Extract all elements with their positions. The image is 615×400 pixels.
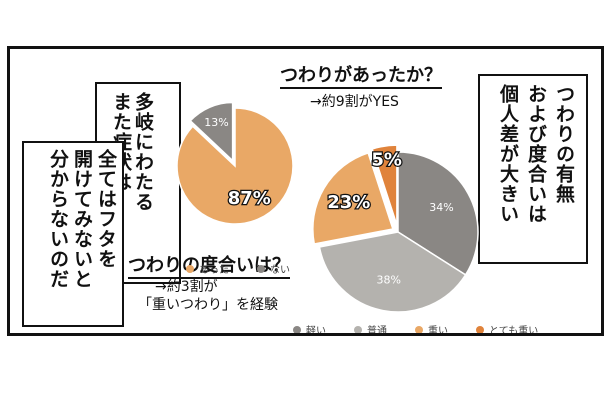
left-caption-line-4: 開けてみないと: [71, 149, 93, 289]
right-caption-line-3: 個人差が大きい: [497, 84, 519, 224]
pie-label-normal: 38%: [376, 274, 400, 287]
left-caption-box-bottom: 全てはフタを 開けてみないと 分からないのだ: [22, 141, 124, 327]
pie-chart-had-morning-sickness: 87% 13%: [176, 101, 294, 225]
chart2-heading-text: つわりの度合いは？: [128, 255, 290, 279]
pie-slice-had: [176, 107, 294, 225]
legend-swatch-normal: [354, 325, 362, 333]
pie-label-very-heavy: 5%: [371, 149, 402, 170]
legend-swatch-none: [257, 264, 265, 273]
legend-label-had: あった: [199, 265, 229, 276]
legend-label-none: ない: [270, 265, 290, 276]
chart2-note-1: →約3割が: [155, 279, 218, 295]
left-caption-line-3: 全てはフタを: [95, 149, 117, 269]
legend-label-light: 軽い: [306, 326, 326, 336]
right-caption-line-2: および度合いは: [525, 84, 547, 224]
chart1-note: →約9割がYES: [310, 94, 399, 110]
chart2-heading: つわりの度合いは？: [128, 251, 290, 279]
pie-slice-very-heavy: [371, 144, 398, 226]
legend-item: 重い: [415, 322, 448, 336]
right-caption-box: つわりの有無 および度合いは 個人差が大きい: [478, 74, 588, 264]
pie-slice-normal: [318, 231, 467, 313]
legend-item: ない: [257, 261, 290, 276]
chart2-legend: 軽い 普通 重い とても重い: [293, 322, 566, 336]
chart1-heading: つわりがあったか？: [280, 61, 442, 89]
left-caption-line-2: 多岐にわたる: [132, 92, 154, 212]
legend-item: 軽い: [293, 322, 326, 336]
legend-label-very-heavy: とても重い: [489, 326, 539, 336]
legend-swatch-very-heavy: [476, 325, 484, 333]
legend-label-heavy: 重い: [428, 326, 448, 336]
legend-item: 普通: [354, 322, 387, 336]
legend-swatch-heavy: [415, 325, 423, 333]
pie-chart-severity: 34% 38% 23% 5%: [312, 144, 479, 313]
chart1-legend: あった ない: [186, 261, 318, 276]
chart2-note-2: 「重いつわり」を経験: [138, 297, 278, 313]
left-caption-line-5: 分からないのだ: [47, 149, 69, 289]
pie-slice-heavy: [312, 151, 394, 245]
legend-label-normal: 普通: [367, 326, 387, 336]
legend-swatch-had: [186, 264, 194, 273]
legend-swatch-light: [293, 325, 301, 333]
chart1-heading-text: つわりがあったか？: [280, 65, 442, 89]
pie-slice-none: [189, 101, 234, 163]
pie-label-had: 87%: [228, 188, 271, 209]
legend-item: とても重い: [476, 322, 539, 336]
right-caption-line-1: つわりの有無: [553, 84, 575, 204]
pie-label-none: 13%: [204, 116, 228, 129]
pie-label-light: 34%: [429, 201, 453, 214]
legend-item: あった: [186, 261, 229, 276]
comic-panel: また症状は 多岐にわたる 全てはフタを 開けてみないと 分からないのだ つわりの…: [7, 46, 604, 336]
pie-label-heavy: 23%: [327, 192, 370, 213]
